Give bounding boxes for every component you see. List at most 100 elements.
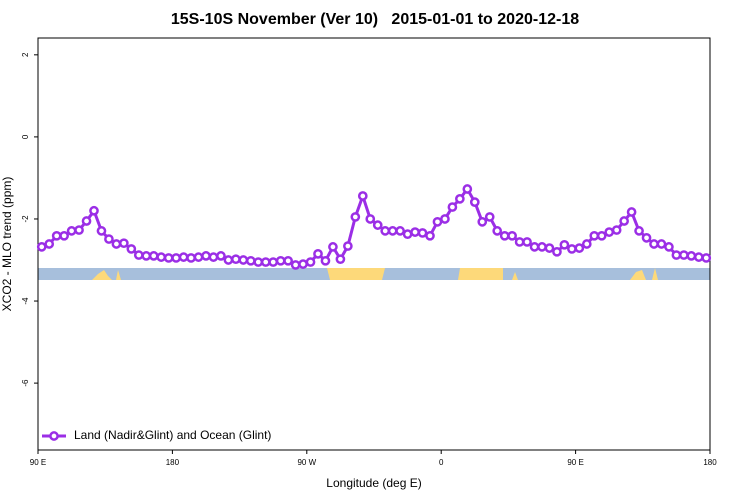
legend-label: Land (Nadir&Glint) and Ocean (Glint): [74, 428, 271, 442]
chart-title: 15S-10S November (Ver 10) 2015-01-01 to …: [171, 11, 579, 28]
data-point: [208, 252, 219, 262]
data-point: [425, 230, 435, 241]
y-tick-label: -6: [21, 379, 30, 387]
x-tick-label: 90 W: [297, 458, 316, 467]
data-point: [313, 248, 323, 259]
data-point: [447, 202, 458, 212]
data-point: [581, 239, 592, 249]
land-patch: [630, 270, 646, 280]
data-point: [141, 251, 152, 261]
data-point: [44, 239, 55, 249]
y-axis-label: XCO2 - MLO trend (ppm): [0, 177, 14, 312]
data-point: [59, 230, 69, 241]
data-point: [529, 242, 540, 252]
data-point: [171, 253, 181, 263]
x-tick-label: 180: [703, 458, 717, 467]
data-point: [455, 194, 465, 204]
data-point: [126, 244, 137, 254]
data-point: [537, 242, 547, 252]
data-point: [238, 255, 249, 265]
x-axis-label: Longitude (deg E): [326, 476, 421, 490]
data-point: [111, 239, 122, 249]
data-point: [596, 230, 607, 241]
data-point: [656, 239, 667, 249]
data-point: [693, 252, 704, 262]
data-point: [574, 243, 585, 253]
data-point: [104, 234, 114, 244]
land-patch: [512, 272, 518, 280]
data-point: [231, 254, 241, 265]
data-point: [156, 252, 167, 262]
data-point: [686, 251, 697, 261]
data-point: [298, 259, 308, 269]
data-point: [216, 251, 226, 261]
data-point: [589, 230, 600, 241]
data-point: [507, 230, 517, 241]
data-point: [410, 227, 420, 237]
x-tick-label: 180: [166, 458, 180, 467]
land-patch: [327, 268, 385, 280]
data-point: [96, 226, 107, 236]
data-point: [484, 212, 495, 222]
data-point: [193, 252, 204, 262]
y-tick-label: 2: [21, 52, 30, 57]
data-point: [350, 212, 361, 222]
data-point: [552, 246, 562, 257]
data-point: [89, 205, 99, 216]
data-point: [74, 225, 84, 235]
data-point: [305, 257, 316, 267]
data-point: [320, 255, 331, 266]
data-point: [701, 253, 712, 263]
data-point: [671, 250, 682, 260]
data-point: [432, 216, 443, 227]
data-point: [119, 238, 129, 249]
land-ocean-band: [38, 268, 710, 280]
data-point: [178, 252, 189, 262]
data-point: [395, 226, 405, 236]
data-point: [245, 255, 256, 266]
data-point: [357, 191, 368, 201]
data-point: [492, 226, 503, 236]
data-point: [148, 251, 159, 261]
data-point: [664, 242, 674, 252]
land-patch: [458, 268, 503, 280]
legend-marker: [49, 431, 59, 441]
x-tick-label: 90 E: [30, 458, 46, 467]
y-tick-label: 0: [21, 134, 30, 139]
data-point: [559, 239, 570, 250]
data-point: [163, 253, 174, 263]
data-point: [477, 216, 488, 227]
data-point: [469, 197, 480, 207]
y-tick-label: -4: [21, 297, 30, 305]
data-point: [499, 230, 510, 241]
data-point: [649, 239, 659, 249]
data-point: [275, 255, 286, 266]
data-point: [268, 257, 279, 267]
data-point: [335, 254, 346, 265]
data-point: [328, 242, 338, 252]
data-point: [679, 250, 689, 260]
data-point: [343, 241, 353, 251]
data-point: [365, 214, 376, 224]
data-point: [36, 242, 47, 252]
data-point: [223, 255, 234, 265]
land-patch: [92, 270, 112, 280]
data-point: [253, 257, 264, 267]
data-point: [514, 237, 525, 247]
data-point: [440, 214, 450, 224]
data-point: [634, 226, 644, 236]
data-point: [133, 250, 144, 260]
y-tick-label: -2: [21, 215, 30, 223]
data-point: [462, 184, 473, 194]
data-point: [51, 230, 62, 241]
data-point: [387, 226, 398, 236]
data-point: [380, 226, 391, 236]
data-point: [186, 253, 196, 263]
data-point: [619, 216, 629, 226]
data-point: [283, 255, 293, 266]
land-patch: [116, 270, 121, 280]
data-point: [260, 257, 271, 267]
plot-frame: [37, 37, 711, 451]
data-point: [604, 227, 615, 237]
